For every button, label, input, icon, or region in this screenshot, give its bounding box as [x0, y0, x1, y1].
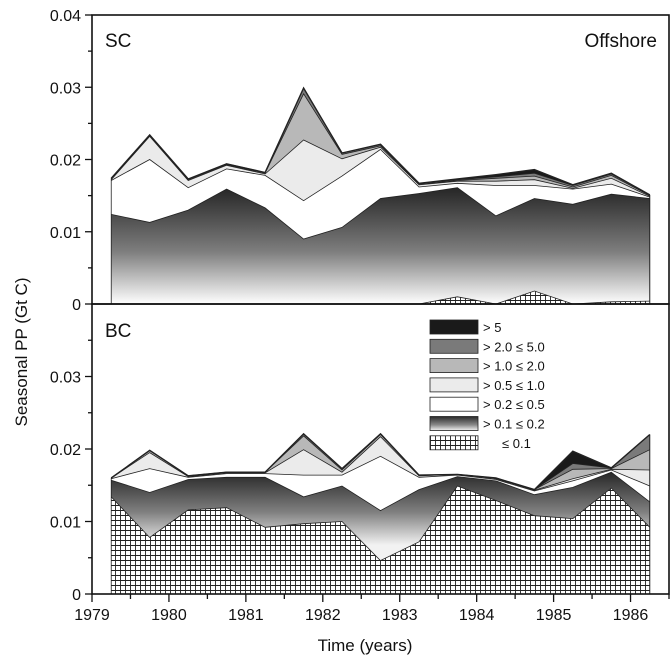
bc-x-tick-label: 1981 [228, 607, 264, 624]
bc-x-tick-label: 1979 [74, 607, 110, 624]
legend-label: > 2.0 ≤ 5.0 [483, 339, 545, 354]
bc-x-tick-label: 1982 [305, 607, 341, 624]
legend-label: > 0.1 ≤ 0.2 [483, 417, 545, 432]
bc-y-tick-label: 0.01 [50, 515, 81, 532]
sc-y-tick-label: 0.03 [50, 80, 81, 97]
bc-y-axis: 0.03 0.02 0.01 0 [50, 339, 92, 604]
panel-sc: 0.04 0.03 0.02 0.01 0 SC Offshore [50, 8, 670, 314]
sc-boundary-line-7 [110, 86, 651, 196]
sc-boundary-line-2 [111, 187, 650, 240]
bc-x-tick-label: 1984 [459, 607, 495, 624]
sc-area-3 [111, 149, 650, 239]
legend: > 5 > 2.0 ≤ 5.0 > 1.0 ≤ 2.0 > 0.5 ≤ 1.0 > 0.… [429, 319, 545, 451]
bc-x-tick-label: 1980 [151, 607, 187, 624]
sc-area-layer [111, 88, 650, 304]
sc-panel-label: SC [105, 31, 131, 52]
sc-y-tick-label: 0.04 [50, 8, 81, 25]
legend-label: ≤ 0.1 [502, 436, 531, 451]
sc-boundary-line-3 [111, 148, 650, 202]
sc-area-1 [111, 291, 650, 304]
x-axis-title: Time (years) [318, 636, 413, 655]
sc-boundary-line-4 [110, 135, 650, 197]
bc-boundary-line-2 [111, 471, 651, 512]
legend-swatch [429, 319, 479, 335]
legend-swatch [429, 338, 479, 354]
bc-area-2 [111, 472, 650, 561]
bc-y-tick-label: 0 [72, 587, 81, 604]
sc-region-label: Offshore [584, 31, 657, 52]
legend-label: > 0.5 ≤ 1.0 [483, 378, 545, 393]
bc-boundary-line-4 [110, 436, 650, 491]
sc-area-4 [111, 136, 650, 201]
sc-y-tick-label: 0 [72, 297, 81, 314]
legend-label: > 0.2 ≤ 0.5 [483, 397, 545, 412]
bc-area-1 [111, 486, 650, 594]
y-axis-title: Seasonal PP (Gt C) [12, 278, 31, 427]
bc-boundary-line-1 [110, 485, 651, 562]
bc-area-layer [111, 433, 650, 594]
legend-swatch [429, 396, 479, 412]
bc-y-tick-label: 0.02 [50, 442, 81, 459]
legend-swatch [429, 435, 479, 451]
sc-area-2 [111, 187, 650, 304]
panel-bc: 0.030.020.010 1979 1980 1981 1982 1983 1984 19… [50, 303, 670, 624]
legend-label: > 1.0 ≤ 2.0 [483, 359, 545, 374]
bc-area-3 [111, 456, 650, 511]
bc-y-tick-label: 0.03 [50, 370, 81, 387]
bc-boundary-line-3 [111, 455, 650, 492]
bc-x-tick-label: 1986 [613, 607, 649, 624]
legend-swatch [429, 416, 479, 431]
sc-y-axis: 0.04 0.03 0.02 0.01 0 [50, 8, 92, 314]
bc-boundary-line-7 [110, 432, 651, 491]
bc-panel-label: BC [105, 321, 131, 342]
bc-area-4 [111, 436, 650, 491]
sc-y-tick-label: 0.01 [50, 225, 81, 242]
bc-x-tick-label: 1985 [536, 607, 572, 624]
bc-x-axis: 1979 1980 1981 1982 1983 1984 1985 1986 [74, 594, 670, 624]
bc-outline-layer [110, 432, 651, 594]
legend-label: > 5 [483, 320, 501, 335]
sc-y-tick-label: 0.02 [50, 153, 81, 170]
legend-swatch [429, 358, 479, 374]
bc-x-tick-label: 1983 [382, 607, 418, 624]
legend-swatch [429, 377, 479, 393]
